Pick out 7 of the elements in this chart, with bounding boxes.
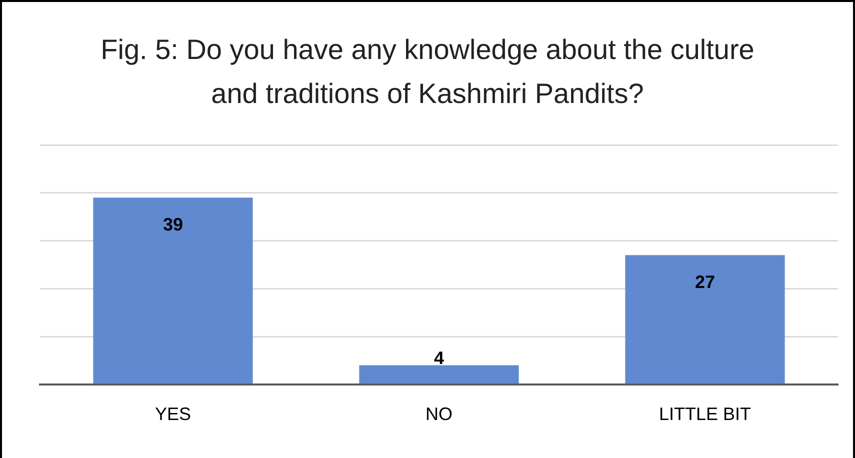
chart-title: Fig. 5: Do you have any knowledge about the culture and traditions of Kashmiri Pandits? xyxy=(100,33,756,111)
x-tick-label: LITTLE BIT xyxy=(658,404,752,424)
x-tick-label: NO xyxy=(426,404,452,424)
data-label: 39 xyxy=(162,214,184,235)
data-label: 27 xyxy=(694,272,716,292)
x-tick-label: YES xyxy=(154,404,192,424)
data-label: 4 xyxy=(434,348,444,368)
